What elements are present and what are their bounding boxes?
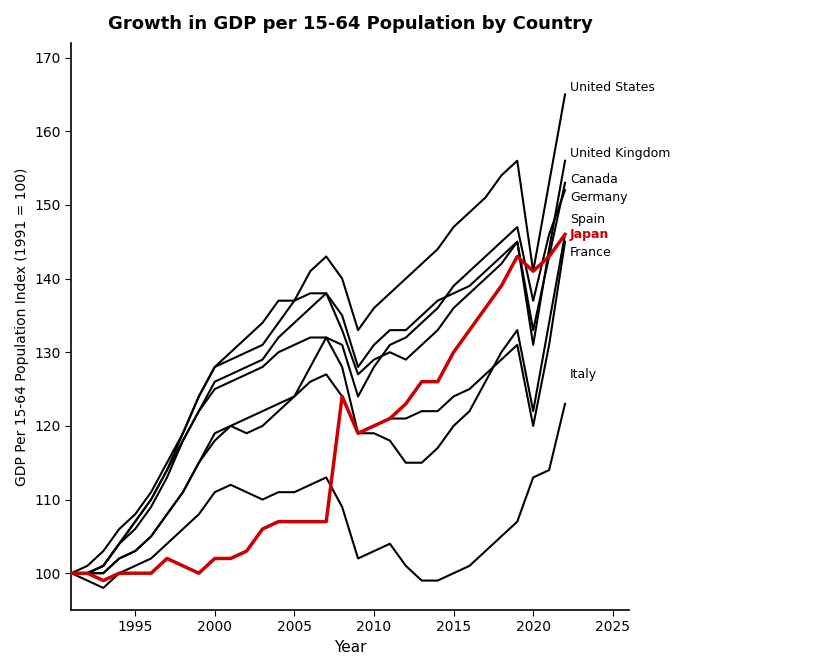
- Y-axis label: GDP Per 15-64 Population Index (1991 = 100): GDP Per 15-64 Population Index (1991 = 1…: [15, 168, 29, 486]
- Text: Japan: Japan: [570, 228, 609, 241]
- Text: Spain: Spain: [570, 213, 605, 226]
- Text: United Kingdom: United Kingdom: [570, 147, 670, 160]
- Text: Canada: Canada: [570, 173, 618, 186]
- Text: United States: United States: [570, 80, 655, 94]
- Text: Germany: Germany: [570, 191, 627, 204]
- Title: Growth in GDP per 15-64 Population by Country: Growth in GDP per 15-64 Population by Co…: [107, 15, 592, 33]
- X-axis label: Year: Year: [334, 640, 366, 655]
- Text: Italy: Italy: [570, 368, 597, 381]
- Text: France: France: [570, 247, 611, 259]
